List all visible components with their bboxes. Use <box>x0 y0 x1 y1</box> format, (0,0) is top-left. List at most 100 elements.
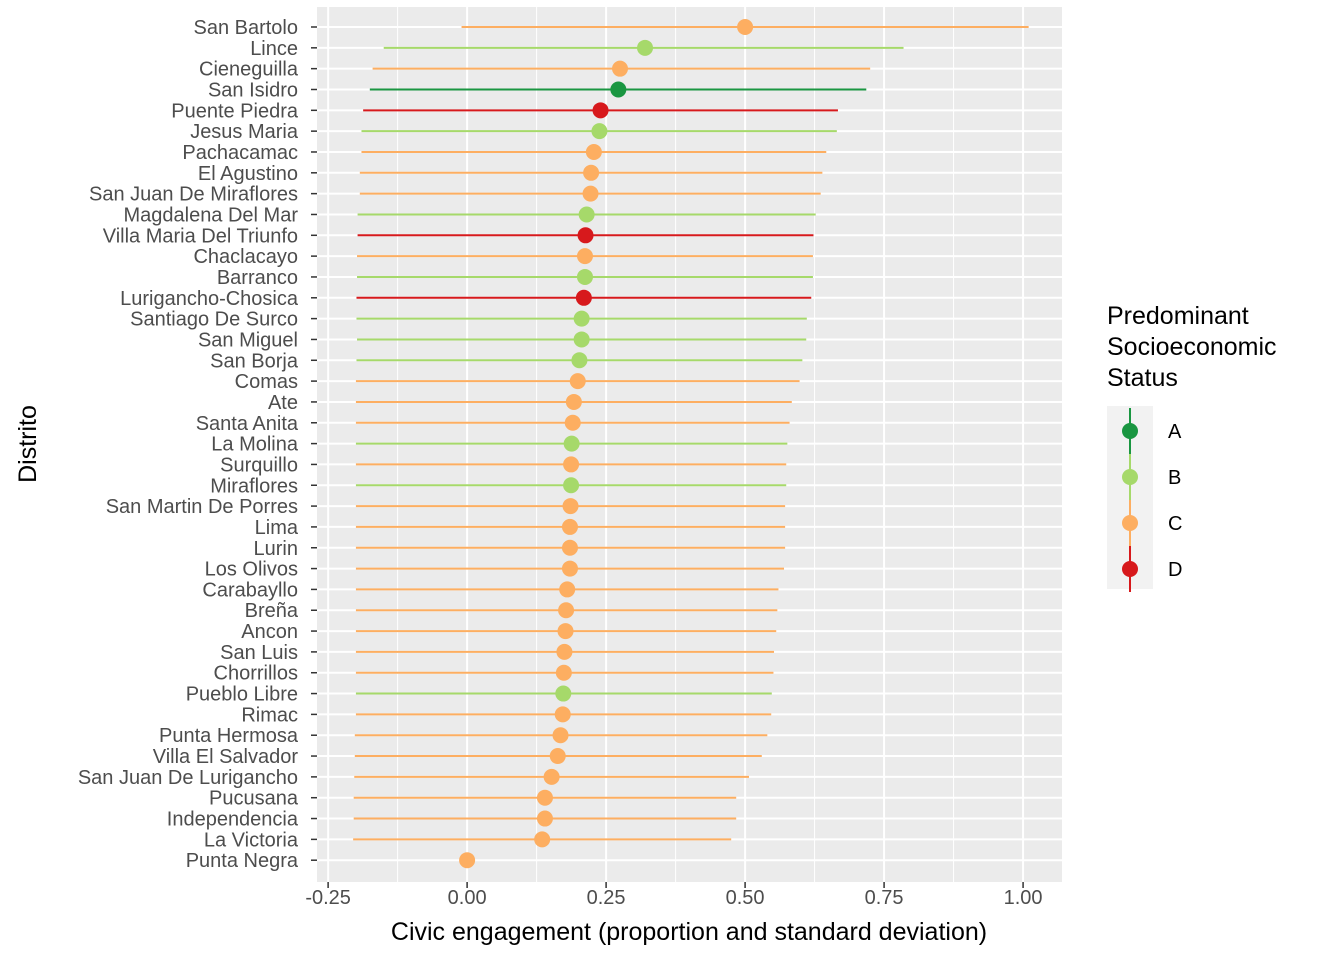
y-tick-label: Miraflores <box>210 475 298 497</box>
data-point <box>561 539 578 556</box>
x-tick-label: -0.25 <box>305 887 351 909</box>
y-tick-label: La Molina <box>211 434 299 456</box>
axes: -0.25 0.00 0.25 0.50 0.75 1.00 San BartoloLinc… <box>78 17 1043 909</box>
data-point <box>637 39 654 56</box>
y-tick-label: Comas <box>235 371 298 393</box>
data-point <box>573 331 590 348</box>
y-tick-label: Rimac <box>241 704 298 726</box>
legend-title-line-1: Predominant <box>1107 302 1249 330</box>
y-tick-label: San Bartolo <box>193 17 298 39</box>
y-tick-label: El Agustino <box>198 163 298 185</box>
data-point <box>585 143 602 160</box>
y-tick-label: Cieneguilla <box>199 59 299 81</box>
data-point <box>576 248 593 265</box>
data-point <box>556 643 573 660</box>
x-tick-label: 0.75 <box>865 887 904 909</box>
y-tick-label: Pueblo Libre <box>186 684 298 706</box>
legend-key-point <box>1122 469 1138 485</box>
y-tick-label: Villa El Salvador <box>153 746 299 768</box>
y-tick-label: Chaclacayo <box>193 246 298 268</box>
data-point <box>610 81 627 98</box>
y-tick-label: Punta Hermosa <box>159 725 299 747</box>
y-tick-label: San Juan De Miraflores <box>89 184 298 206</box>
y-tick-label: Pucusana <box>209 788 299 810</box>
data-point <box>737 19 754 35</box>
data-point <box>563 456 580 473</box>
data-point <box>571 352 588 369</box>
y-tick-label: Ancon <box>241 621 298 643</box>
legend-key-point <box>1122 561 1138 577</box>
y-tick-label: Punta Negra <box>186 850 299 872</box>
data-point <box>534 831 551 848</box>
legend-title-line-2: Socioeconomic <box>1107 333 1277 361</box>
y-tick-label: Barranco <box>217 267 298 289</box>
data-point <box>575 289 592 306</box>
data-point <box>555 685 572 702</box>
data-point <box>583 164 600 181</box>
y-tick-label: Lima <box>255 517 299 539</box>
data-point <box>557 623 574 640</box>
y-tick-label: Lurin <box>254 538 298 560</box>
data-point <box>549 748 566 765</box>
x-tick-label: 1.00 <box>1004 887 1043 909</box>
y-tick-label: La Victoria <box>204 829 299 851</box>
x-axis-title: Civic engagement (proportion and standar… <box>391 918 987 946</box>
data-point <box>536 810 553 827</box>
data-point <box>563 435 580 452</box>
y-tick-label: Chorrillos <box>214 663 298 685</box>
y-tick-label: San Juan De Lurigancho <box>78 767 298 789</box>
y-tick-label: Breña <box>245 600 299 622</box>
data-point <box>554 706 571 723</box>
data-point <box>459 852 476 869</box>
data-point <box>558 602 575 619</box>
data-point <box>564 414 581 431</box>
data-point <box>543 768 560 785</box>
y-tick-label: Santiago De Surco <box>130 309 298 331</box>
legend-item-label: A <box>1168 421 1182 443</box>
data-point <box>552 727 569 744</box>
y-tick-label: Santa Anita <box>196 413 299 435</box>
y-tick-label: San Martin De Porres <box>106 496 298 518</box>
data-point <box>565 393 582 410</box>
data-point <box>577 227 594 244</box>
data-point <box>573 310 590 327</box>
data-point <box>562 498 579 515</box>
y-tick-label: Independencia <box>167 809 299 831</box>
x-tick-label: 0.50 <box>726 887 765 909</box>
legend-item-label: C <box>1168 513 1182 535</box>
data-series <box>353 19 1029 869</box>
data-point <box>536 789 553 806</box>
y-tick-label: Jesus Maria <box>190 121 299 143</box>
legend: Predominant Socioeconomic Status A B C D <box>1107 302 1277 592</box>
data-point <box>578 206 595 223</box>
data-point <box>561 560 578 577</box>
y-tick-label: Pachacamac <box>182 142 298 164</box>
y-tick-label: Puente Piedra <box>171 100 299 122</box>
y-tick-label: Villa Maria Del Triunfo <box>103 225 298 247</box>
data-point <box>591 123 608 140</box>
legend-key-point <box>1122 423 1138 439</box>
data-point <box>555 664 572 681</box>
legend-item-label: B <box>1168 467 1181 489</box>
legend-title-line-3: Status <box>1107 364 1178 392</box>
data-point <box>559 581 576 598</box>
data-point <box>612 60 629 77</box>
data-point <box>592 102 609 119</box>
y-tick-label: San Isidro <box>208 79 298 101</box>
data-point <box>563 477 580 494</box>
legend-items: A B C D <box>1122 408 1182 592</box>
data-point <box>582 185 599 202</box>
legend-key-point <box>1122 515 1138 531</box>
y-tick-label: Los Olivos <box>205 559 298 581</box>
y-tick-label: Carabayllo <box>202 579 298 601</box>
x-tick-label: 0.00 <box>448 887 487 909</box>
y-tick-label: San Luis <box>220 642 298 664</box>
data-point <box>576 268 593 285</box>
y-tick-label: Surquillo <box>220 454 298 476</box>
y-tick-label: San Borja <box>210 350 299 372</box>
legend-item-label: D <box>1168 559 1182 581</box>
x-tick-label: 0.25 <box>587 887 626 909</box>
y-tick-label: Ate <box>268 392 298 414</box>
